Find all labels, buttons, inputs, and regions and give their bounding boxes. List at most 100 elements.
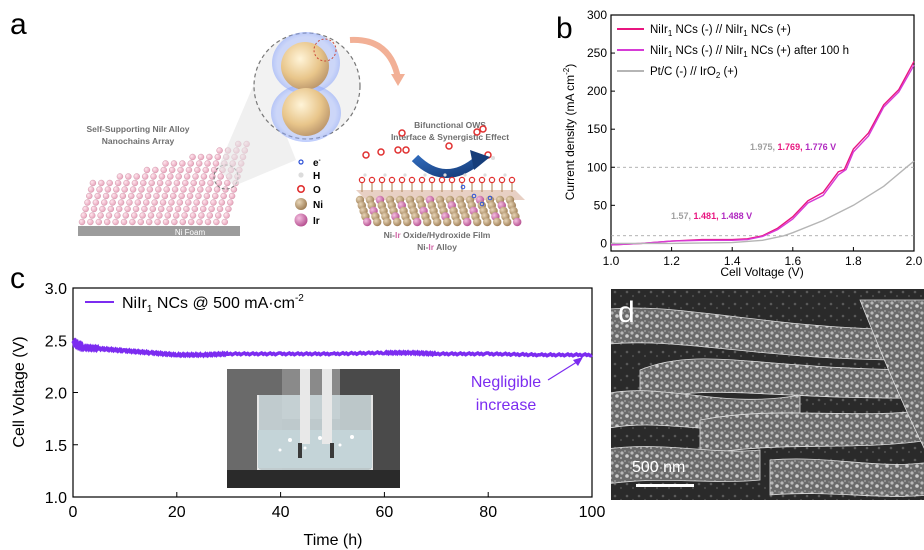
- chain-bead: [107, 205, 115, 213]
- interface-title-2: Interface & Synergistic Effect: [391, 132, 509, 142]
- ni-atom: [433, 217, 442, 227]
- chain-bead: [89, 179, 97, 187]
- chain-bead: [92, 199, 100, 206]
- chain-bead: [141, 173, 149, 180]
- ir-atom: [513, 217, 522, 227]
- chain-bead: [217, 173, 224, 180]
- chain-bead: [168, 166, 176, 174]
- legend-e: e-: [313, 158, 321, 169]
- chain-bead: [220, 192, 227, 200]
- chain-bead: [143, 199, 150, 206]
- oxygen-icon: [296, 185, 305, 194]
- surface-oxygen: [368, 176, 376, 184]
- panel-a-title-2: Nanochains Array: [102, 136, 175, 146]
- chain-bead: [114, 179, 122, 187]
- hydrogen-icon: [298, 172, 304, 178]
- chain-bead: [102, 192, 110, 200]
- chain-bead: [214, 153, 222, 161]
- y-tick-label: 150: [587, 122, 607, 136]
- chain-bead: [125, 173, 132, 180]
- ni-atom: [423, 217, 432, 227]
- chain-bead: [179, 160, 186, 167]
- electron-icon: [298, 159, 304, 165]
- chain-bead: [171, 186, 179, 193]
- electrolyzer-photo: [227, 369, 400, 488]
- chart-b-xlabel: Cell Voltage (V): [720, 265, 803, 279]
- chain-bead: [180, 186, 187, 193]
- chain-bead: [206, 153, 213, 161]
- series-line-2: [611, 160, 915, 245]
- chain-bead: [119, 192, 127, 200]
- ni-atom: [393, 217, 402, 227]
- chain-bead: [181, 212, 188, 219]
- surface-oxygen: [488, 176, 496, 184]
- chain-bead: [163, 186, 170, 193]
- chain-bead: [166, 205, 173, 213]
- chain-bead: [151, 199, 158, 206]
- x-tick-label: 0: [69, 504, 78, 521]
- chain-bead: [189, 212, 197, 219]
- chain-bead: [185, 166, 193, 174]
- film-caption: Ni-Ir Oxide/Hydroxide Film: [384, 230, 491, 240]
- chain-bead: [182, 179, 189, 187]
- chain-bead: [123, 179, 130, 187]
- chain-bead: [167, 173, 174, 180]
- chain-bead: [140, 179, 147, 187]
- ir-atom: [363, 217, 372, 227]
- alloy-caption: Ni-Ir Alloy: [417, 242, 457, 252]
- chain-bead: [131, 179, 139, 187]
- chain-bead: [161, 192, 169, 200]
- chain-bead: [218, 199, 226, 206]
- chain-bead: [210, 199, 217, 206]
- ni-foam-label: Ni Foam: [175, 228, 206, 237]
- nanochain-zoom: [271, 32, 341, 142]
- annotation-100: 1.975, 1.769, 1.776 V: [750, 142, 836, 152]
- x-tick-label: 100: [579, 504, 606, 521]
- chain-bead: [215, 212, 222, 219]
- negligible-note-2: increase: [476, 397, 537, 414]
- negligible-note-1: Negligible: [471, 374, 541, 391]
- chain-bead: [175, 173, 182, 180]
- surface-oxygen: [438, 176, 446, 184]
- surface-oxygen: [408, 176, 416, 184]
- chain-bead: [154, 218, 161, 226]
- chain-bead: [78, 218, 86, 226]
- surface-oxygen: [378, 176, 386, 184]
- surface-oxygen: [428, 176, 436, 184]
- chain-bead: [187, 218, 195, 226]
- chain-bead: [223, 212, 230, 219]
- ni-atom: [373, 217, 382, 227]
- floating-molecules: [362, 125, 495, 160]
- chain-bead: [224, 179, 231, 187]
- x-tick-label: 40: [272, 504, 290, 521]
- surface-hydrogen: [423, 173, 427, 177]
- surface-hydrogen: [383, 173, 387, 177]
- surface-hydrogen: [443, 173, 447, 177]
- chain-bead: [126, 199, 133, 206]
- chain-bead: [191, 205, 199, 213]
- chart-c-ylabel: Cell Voltage (V): [11, 336, 28, 447]
- chain-bead: [101, 199, 108, 206]
- y-tick-label: 1.0: [45, 490, 67, 507]
- ir-atom: [413, 217, 422, 227]
- chain-bead: [222, 186, 229, 193]
- chain-bead: [159, 199, 167, 206]
- chain-bead: [215, 179, 223, 187]
- x-tick-label: 1.4: [724, 254, 741, 268]
- chain-bead: [90, 205, 98, 213]
- ni-atom: [493, 217, 502, 227]
- chain-bead: [207, 179, 214, 187]
- chain-bead: [150, 173, 157, 180]
- chain-bead: [82, 205, 89, 213]
- legend-label-1: NiIr1 NCs (-) // NiIr1 NCs (+) after 100…: [650, 45, 849, 59]
- chain-bead: [103, 218, 111, 226]
- chain-bead: [131, 212, 138, 219]
- chain-bead: [156, 212, 163, 219]
- series-line-0: [610, 61, 915, 246]
- chain-bead: [109, 199, 116, 206]
- chain-bead: [205, 186, 212, 193]
- chain-bead: [139, 212, 146, 219]
- scale-bar-label: 500 nm: [632, 459, 685, 476]
- chain-bead: [112, 218, 119, 226]
- chain-bead: [212, 192, 219, 200]
